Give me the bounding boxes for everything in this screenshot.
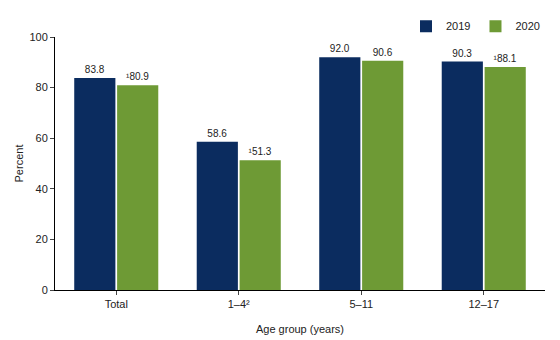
svg-text:2019: 2019 [446,20,470,32]
svg-text:100: 100 [29,31,47,43]
svg-text:¹80.9: ¹80.9 [126,71,149,82]
svg-text:12–17: 12–17 [468,298,499,310]
svg-text:¹51.3: ¹51.3 [249,146,272,157]
svg-text:90.6: 90.6 [373,47,393,58]
svg-text:Total: Total [105,298,128,310]
svg-text:Percent: Percent [13,145,25,183]
svg-text:5–11: 5–11 [349,298,373,310]
svg-text:90.3: 90.3 [452,48,472,59]
svg-text:1–4²: 1–4² [228,298,250,310]
svg-text:¹88.1: ¹88.1 [494,53,517,64]
svg-text:Age group (years): Age group (years) [256,323,344,335]
svg-text:40: 40 [36,183,48,195]
svg-text:58.6: 58.6 [207,128,227,139]
svg-text:0: 0 [42,284,48,296]
svg-text:60: 60 [36,132,48,144]
svg-text:92.0: 92.0 [330,43,350,54]
svg-text:83.8: 83.8 [85,64,105,75]
svg-text:20: 20 [36,233,48,245]
svg-text:2020: 2020 [515,20,539,32]
svg-text:80: 80 [36,81,48,93]
